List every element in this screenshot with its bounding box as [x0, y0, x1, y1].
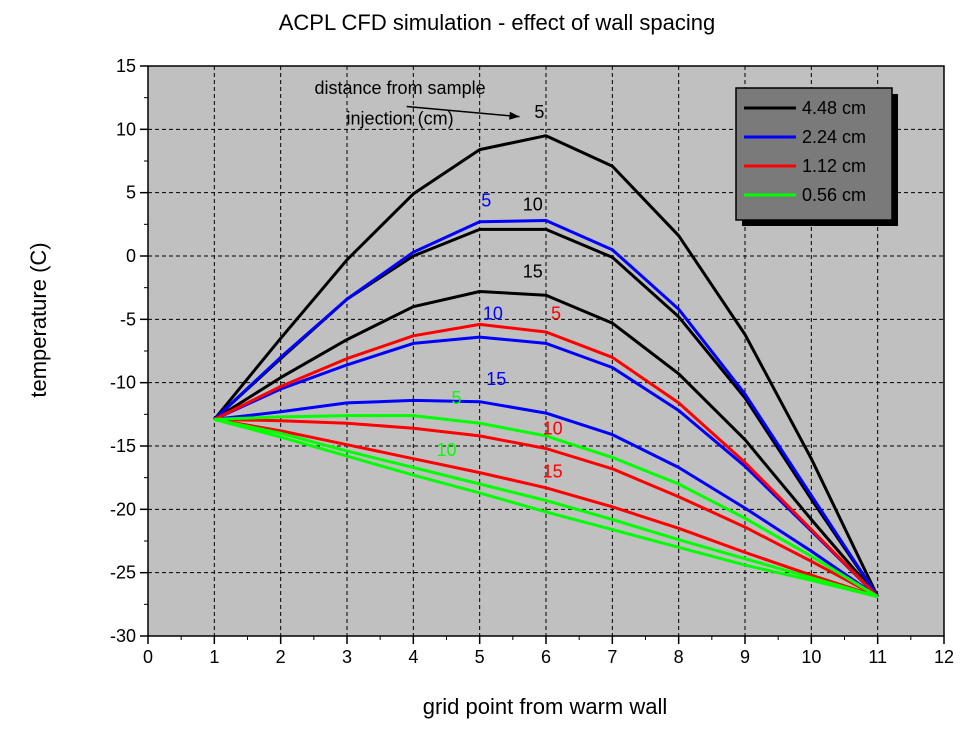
y-tick-label: -20	[110, 499, 136, 519]
x-tick-label: 8	[674, 647, 684, 667]
series-line-448-d5	[213, 134, 880, 598]
annotation-label: 15	[486, 369, 506, 389]
y-tick-label: -30	[110, 626, 136, 646]
x-tick-label: 7	[607, 647, 617, 667]
legend-label: 1.12 cm	[802, 156, 866, 176]
x-tick-label: 6	[541, 647, 551, 667]
annotation-label: 10	[543, 419, 563, 439]
annotation-label: 5	[551, 303, 561, 323]
annotation-label: 10	[436, 440, 456, 460]
x-axis-label: grid point from warm wall	[423, 694, 668, 719]
legend-label: 0.56 cm	[802, 185, 866, 205]
y-tick-label: -5	[120, 309, 136, 329]
annotation-arrow	[406, 105, 520, 118]
y-tick-label: -25	[110, 563, 136, 583]
annotation-label: 15	[543, 462, 563, 482]
x-tick-label: 1	[209, 647, 219, 667]
legend-label: 2.24 cm	[802, 127, 866, 147]
x-tick-label: 3	[342, 647, 352, 667]
series-line-224-d10	[213, 335, 879, 598]
x-tick-label: 10	[801, 647, 821, 667]
x-tick-label: 9	[740, 647, 750, 667]
series-line-224-d15	[214, 398, 879, 598]
annotation-label: 5	[451, 388, 461, 408]
annotation-label: 10	[483, 303, 503, 323]
annotation-arrowhead	[509, 111, 520, 120]
y-tick-label: 15	[116, 56, 136, 76]
annotation-label: 15	[523, 262, 543, 282]
x-tick-label: 4	[408, 647, 418, 667]
legend: 4.48 cm 2.24 cm 1.12 cm 0.56 cm	[735, 87, 898, 226]
series-line-056-d15	[213, 417, 879, 599]
series-line-056-d5	[214, 414, 879, 598]
legend-box	[735, 87, 893, 221]
x-tick-label: 0	[143, 647, 153, 667]
y-tick-label: -10	[110, 373, 136, 393]
series-line-112-d15	[214, 417, 879, 599]
x-tick-label: 12	[934, 647, 954, 667]
series-lines	[213, 134, 880, 599]
x-tick-label: 11	[868, 647, 887, 667]
series-line-448-d10	[213, 290, 879, 598]
y-tick-label: 0	[126, 246, 136, 266]
y-axis-label: temperature (C)	[26, 242, 51, 397]
y-tick-label: 10	[116, 119, 136, 139]
series-line-224-d5	[213, 219, 879, 598]
series-line-112-d10	[214, 417, 879, 599]
legend-label: 4.48 cm	[802, 98, 866, 118]
annotation-label: injection (cm)	[347, 108, 454, 128]
annotation-label: 10	[523, 194, 543, 214]
annotation-label: 5	[534, 102, 544, 122]
annotation-label: distance from sample	[315, 78, 486, 98]
y-tick-label: 5	[126, 183, 136, 203]
annotations: distance from sample injection (cm) 5 10 15 5…	[315, 78, 563, 482]
series-line-112-d5	[213, 322, 879, 598]
annotation-label: 5	[481, 191, 491, 211]
y-tick-label: -15	[110, 436, 136, 456]
x-tick-label: 2	[276, 647, 286, 667]
chart-title: ACPL CFD simulation - effect of wall spa…	[279, 10, 716, 35]
annotation-arrow-group	[406, 105, 520, 120]
series-line-056-d10	[213, 417, 879, 599]
x-tick-label: 5	[475, 647, 485, 667]
